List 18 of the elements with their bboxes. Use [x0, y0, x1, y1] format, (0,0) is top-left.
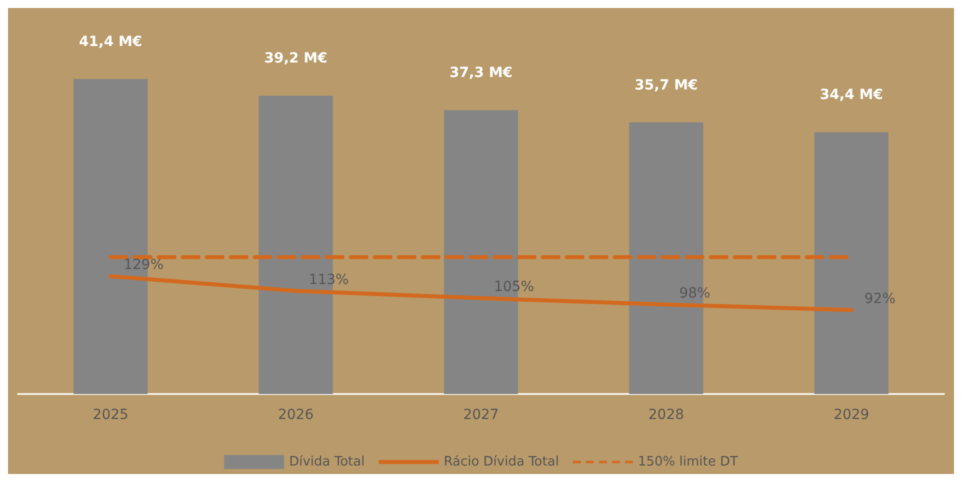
x-tick-label: 2029	[834, 407, 870, 423]
data-label: 34,4 M€	[820, 87, 883, 104]
legend-label: Dívida Total	[289, 454, 365, 470]
data-label: 98%	[679, 286, 710, 302]
x-tick-label: 2028	[648, 407, 684, 423]
legend-label: 150% limite DT	[638, 454, 738, 470]
data-label: 41,4 M€	[79, 34, 142, 50]
data-label: 35,7 M€	[634, 77, 698, 94]
data-label: 105%	[494, 279, 534, 296]
data-label: 39,2 M€	[264, 50, 328, 67]
data-label: 37,3 M€	[449, 65, 513, 82]
x-tick-label: 2026	[278, 407, 314, 423]
data-label: 92%	[864, 291, 896, 308]
data-label: 129%	[124, 257, 164, 274]
x-tick-label: 2025	[92, 407, 128, 423]
legend-label: Rácio Dívida Total	[444, 454, 559, 470]
data-label: 113%	[308, 272, 349, 288]
x-tick-label: 2027	[463, 407, 499, 423]
